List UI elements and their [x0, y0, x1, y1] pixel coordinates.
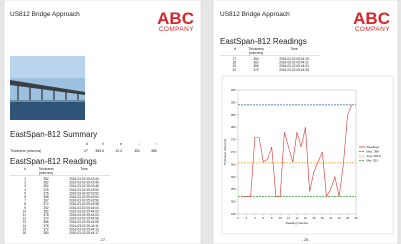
x-tick-label: 12: [287, 216, 291, 220]
summary-value: 365.6: [95, 149, 104, 153]
x-tick-label: 10: [279, 216, 283, 220]
y-tick-label: 360: [231, 175, 236, 179]
row-time: 2016-03-02 05:44:17: [69, 231, 99, 235]
y-tick-label: 355: [231, 187, 236, 191]
y-tick-label: 345: [231, 212, 236, 216]
page: US812 Bridge ApproachABCCOMPANY- 27 -Eas…: [0, 0, 401, 244]
y-tick-label: 370: [231, 150, 236, 154]
column-number: #: [24, 167, 26, 171]
row-thickness: 380: [43, 231, 49, 235]
x-tick-label: 20: [321, 216, 325, 220]
legend-entry: Min: 352: [367, 159, 379, 163]
summary-row-label: Thickness (microns): [10, 149, 41, 153]
row-thickness: 370: [253, 68, 259, 72]
x-tick-label: 26: [346, 216, 350, 220]
x-tick-label: 24: [338, 216, 342, 220]
y-tick-label: 385: [231, 113, 236, 117]
x-tick-label: 14: [295, 216, 299, 220]
column-time: Time: [80, 167, 88, 171]
x-tick-label: 16: [304, 216, 308, 220]
y-tick-label: 390: [231, 100, 236, 104]
column-thickness: (microns): [39, 171, 54, 175]
readings-title: EastSpan-812 Readings: [220, 37, 307, 46]
column-time: Time: [290, 47, 298, 51]
footer: - 27 -: [99, 238, 108, 242]
x-tick-label: 22: [329, 216, 333, 220]
y-tick-label: 375: [231, 138, 236, 142]
header: US812 Bridge Approach: [220, 11, 290, 18]
summary-value: 352: [134, 149, 140, 153]
summary-title: EastSpan-812 Summary: [10, 130, 97, 139]
page-left: [4, 0, 201, 244]
row-time: 2016-03-02 05:44:28: [279, 68, 309, 72]
legend-entry: Avg: 365.6: [367, 154, 382, 158]
footer: - 28 -: [302, 238, 311, 242]
summary-value: 12.3: [115, 149, 122, 153]
header: US812 Bridge Approach: [10, 11, 80, 18]
y-tick-label: 380: [231, 125, 236, 129]
summary-column: x̄: [102, 142, 104, 146]
readings-title: EastSpan-812 Readings: [10, 157, 97, 166]
row-number: 20: [232, 68, 236, 72]
x-axis-label: Reading Number: [286, 221, 309, 225]
legend-entry: Max: 389: [367, 150, 380, 154]
y-tick-label: 350: [231, 200, 236, 204]
row-number: 16: [22, 231, 26, 235]
column-thickness: (microns): [249, 51, 264, 55]
x-tick-label: 28: [354, 216, 358, 220]
logo-sub: COMPANY: [159, 26, 194, 33]
legend-entry: Readings: [367, 145, 380, 149]
x-tick-label: 18: [312, 216, 316, 220]
summary-column: ↓: [138, 142, 140, 146]
y-axis-label: Thickness (microns): [223, 139, 227, 166]
y-tick-label: 365: [231, 162, 236, 166]
document: US812 Bridge ApproachABCCOMPANY- 27 -Eas…: [0, 0, 401, 244]
summary-value: 27: [84, 149, 88, 153]
summary-column: #: [86, 142, 88, 146]
logo-sub: COMPANY: [355, 26, 390, 33]
bridge-photo: [10, 56, 85, 120]
summary-value: 389: [151, 149, 157, 153]
summary-column: ↑: [155, 142, 157, 146]
column-number: #: [234, 47, 236, 51]
y-tick-label: 395: [231, 88, 236, 92]
